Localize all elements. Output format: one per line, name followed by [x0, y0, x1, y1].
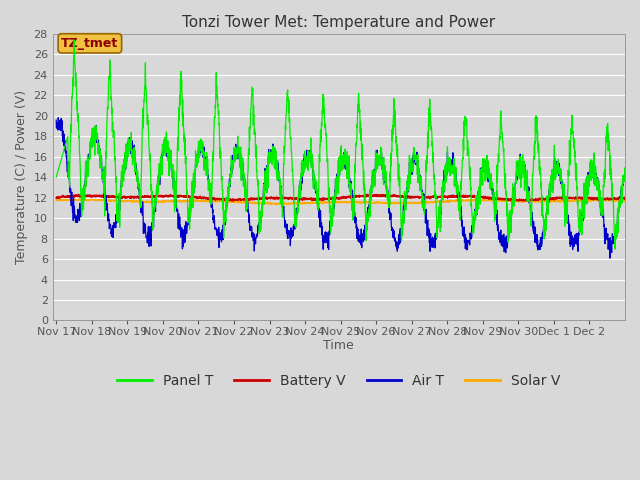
Title: Tonzi Tower Met: Temperature and Power: Tonzi Tower Met: Temperature and Power [182, 15, 495, 30]
Text: TZ_tmet: TZ_tmet [61, 37, 118, 50]
Y-axis label: Temperature (C) / Power (V): Temperature (C) / Power (V) [15, 90, 28, 264]
X-axis label: Time: Time [323, 339, 354, 352]
Legend: Panel T, Battery V, Air T, Solar V: Panel T, Battery V, Air T, Solar V [111, 369, 566, 394]
